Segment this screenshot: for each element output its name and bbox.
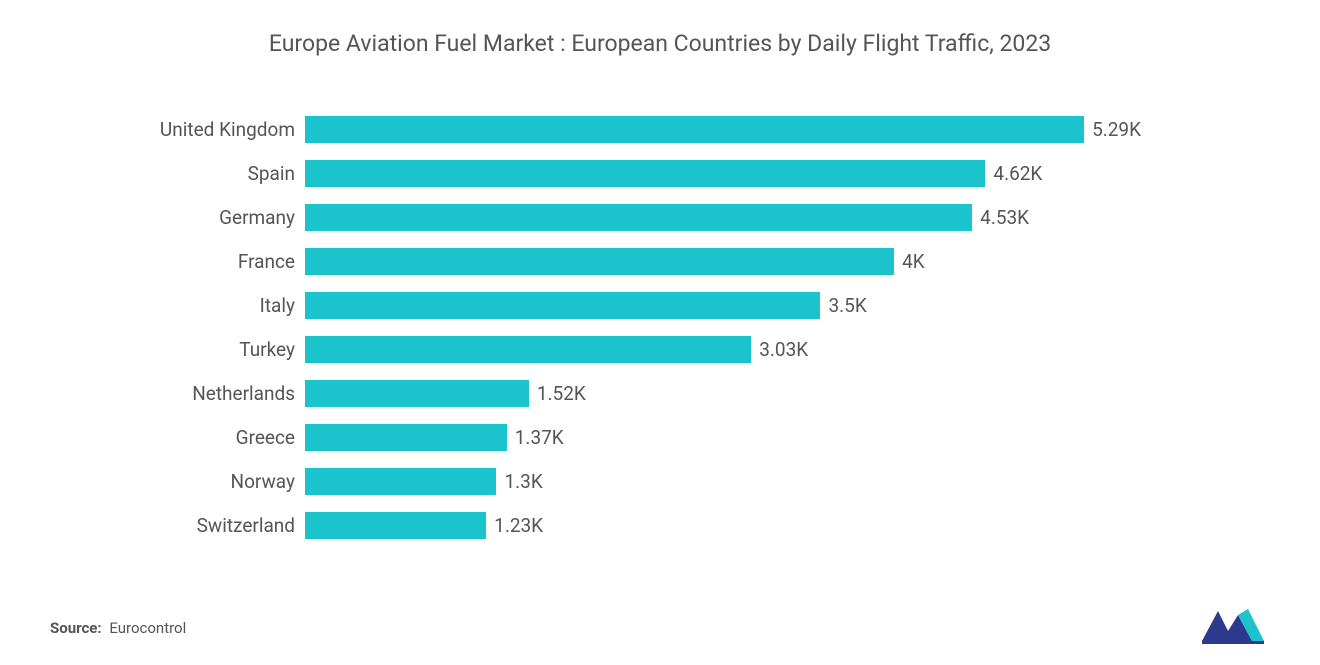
bar-row: Spain 4.62K [120, 151, 1220, 195]
bar-container: 3.03K [305, 336, 1220, 363]
bar-row: Netherlands 1.52K [120, 371, 1220, 415]
bar-container: 4.62K [305, 160, 1220, 187]
bar [305, 336, 751, 363]
bar [305, 512, 486, 539]
bar-value: 3.03K [759, 338, 808, 361]
bar-row: United Kingdom 5.29K [120, 107, 1220, 151]
bar-value: 4.53K [980, 206, 1029, 229]
bar-container: 4.53K [305, 204, 1220, 231]
bar-value: 1.3K [504, 470, 542, 493]
bar-row: France 4K [120, 239, 1220, 283]
bar-row: Greece 1.37K [120, 415, 1220, 459]
bar [305, 116, 1084, 143]
source-value: Eurocontrol [109, 619, 186, 637]
bar-value: 3.5K [828, 294, 866, 317]
source-line: Source: Eurocontrol [50, 619, 186, 637]
bar-container: 1.37K [305, 424, 1220, 451]
bar-row: Italy 3.5K [120, 283, 1220, 327]
bar-row: Switzerland 1.23K [120, 503, 1220, 547]
bar-label: Norway [120, 470, 305, 493]
bar-value: 1.23K [494, 514, 543, 537]
bar-value: 1.37K [515, 426, 564, 449]
bar-value: 4K [902, 250, 925, 273]
bar-value: 1.52K [537, 382, 586, 405]
bar-row: Germany 4.53K [120, 195, 1220, 239]
bar-label: Germany [120, 206, 305, 229]
bar-value: 4.62K [993, 162, 1042, 185]
bar [305, 380, 529, 407]
bar-label: United Kingdom [120, 118, 305, 141]
bar-container: 3.5K [305, 292, 1220, 319]
bar-label: Italy [120, 294, 305, 317]
source-label: Source: [50, 619, 102, 637]
bar-value: 5.29K [1092, 118, 1141, 141]
bar-label: Greece [120, 426, 305, 449]
chart-title: Europe Aviation Fuel Market : European C… [50, 30, 1270, 57]
bar-container: 5.29K [305, 116, 1220, 143]
bar-label: Spain [120, 162, 305, 185]
bar-label: Turkey [120, 338, 305, 361]
bar [305, 292, 820, 319]
bar-label: Netherlands [120, 382, 305, 405]
bar [305, 160, 985, 187]
bar-row: Turkey 3.03K [120, 327, 1220, 371]
bar-container: 4K [305, 248, 1220, 275]
bar [305, 424, 507, 451]
bar [305, 204, 972, 231]
bar-label: France [120, 250, 305, 273]
bar [305, 248, 894, 275]
bar-label: Switzerland [120, 514, 305, 537]
bar-container: 1.52K [305, 380, 1220, 407]
bar-row: Norway 1.3K [120, 459, 1220, 503]
chart-area: United Kingdom 5.29K Spain 4.62K Germany 4.53… [120, 107, 1220, 547]
bar-container: 1.3K [305, 468, 1220, 495]
bar [305, 468, 496, 495]
bar-container: 1.23K [305, 512, 1220, 539]
brand-logo [1200, 603, 1270, 645]
